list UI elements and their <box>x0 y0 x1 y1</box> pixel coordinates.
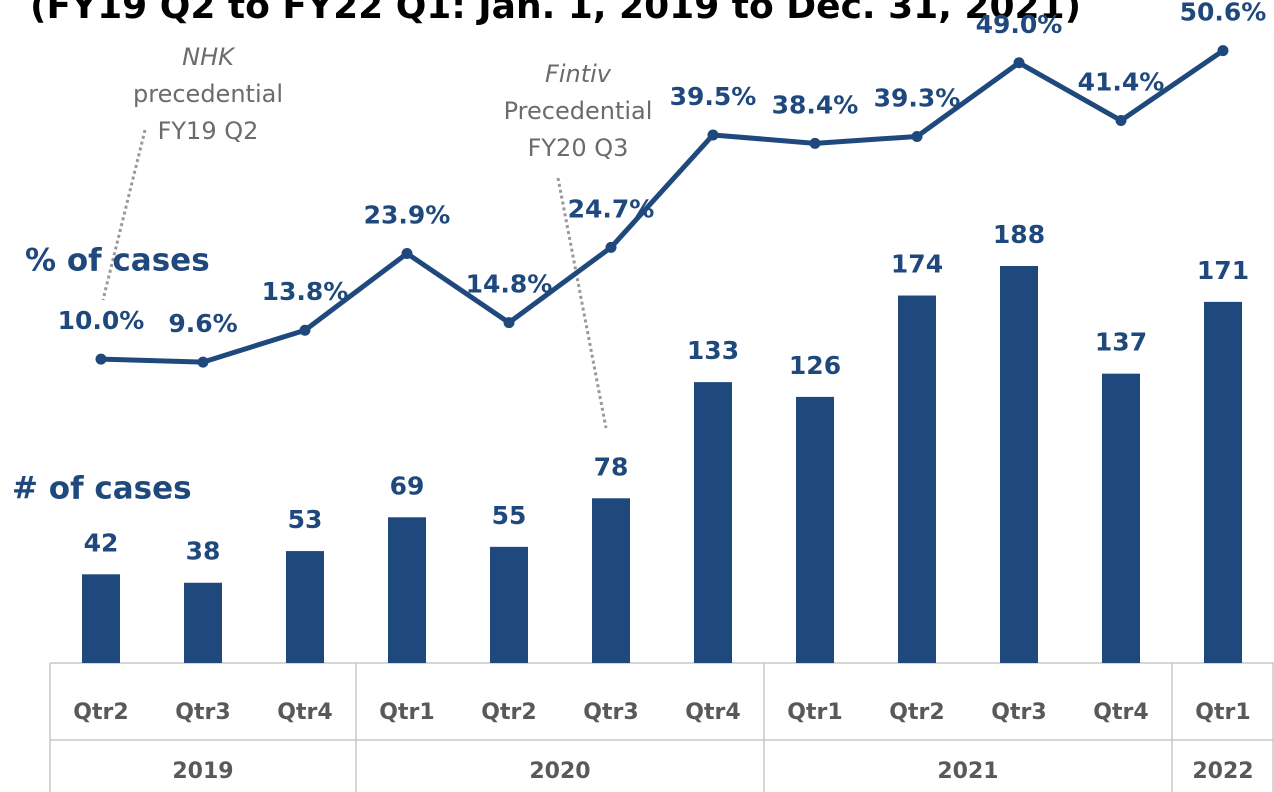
annotation: FY19 Q2 <box>158 117 259 145</box>
line-point <box>503 317 515 329</box>
x-tick-label: Qtr3 <box>175 700 230 725</box>
annotation: Fintiv <box>545 60 612 88</box>
data-label: 53 <box>288 505 323 534</box>
line-point <box>911 130 923 142</box>
chart-title: (FY19 Q2 to FY22 Q1: Jan. 1, 2019 to Dec… <box>30 0 1081 27</box>
data-label: 188 <box>993 220 1045 249</box>
data-label: 78 <box>594 452 629 481</box>
line-point <box>809 137 821 149</box>
data-label: 9.6% <box>168 309 237 338</box>
series-label: # of cases <box>12 471 192 507</box>
data-label: 38 <box>186 537 221 566</box>
line-point <box>1013 57 1025 69</box>
series-label: % of cases <box>25 243 210 279</box>
data-label: 171 <box>1197 256 1249 285</box>
annotation: Precedential <box>504 97 653 125</box>
data-label: 24.7% <box>568 194 655 223</box>
x-tick-label: Qtr1 <box>1195 700 1250 725</box>
data-label: 174 <box>891 250 943 279</box>
bar <box>82 574 120 663</box>
data-label: 41.4% <box>1078 68 1165 97</box>
line-point <box>95 353 107 365</box>
bar <box>796 396 834 663</box>
data-label: 39.3% <box>874 83 961 112</box>
data-label: 137 <box>1095 328 1147 357</box>
bar <box>490 546 528 663</box>
bar <box>694 382 732 663</box>
x-tick-label: Qtr3 <box>991 700 1046 725</box>
annotation-leader <box>556 177 608 429</box>
bar <box>1204 301 1242 663</box>
line-point <box>707 129 719 141</box>
annotation: precedential <box>133 80 283 108</box>
data-label: 14.8% <box>466 270 553 299</box>
x-group-label: 2021 <box>937 759 998 784</box>
bar <box>1102 373 1140 663</box>
line-point <box>1217 45 1229 57</box>
data-label: 50.6% <box>1180 0 1267 27</box>
x-tick-label: Qtr4 <box>1093 700 1148 725</box>
data-label: 133 <box>687 336 739 365</box>
bar <box>898 295 936 663</box>
x-tick-label: Qtr2 <box>73 700 128 725</box>
data-label: 10.0% <box>58 306 145 335</box>
x-tick-label: Qtr4 <box>277 700 332 725</box>
bar <box>592 498 630 663</box>
x-group-label: 2019 <box>172 759 233 784</box>
x-tick-label: Qtr1 <box>787 700 842 725</box>
annotation: FY20 Q3 <box>528 134 629 162</box>
data-label: 23.9% <box>364 200 451 229</box>
line-point <box>605 241 617 253</box>
data-label: 55 <box>492 501 527 530</box>
annotation: NHK <box>182 43 236 71</box>
line-point <box>1115 115 1127 127</box>
x-group-label: 2020 <box>529 759 590 784</box>
x-tick-label: Qtr2 <box>889 700 944 725</box>
x-tick-label: Qtr3 <box>583 700 638 725</box>
x-tick-label: Qtr4 <box>685 700 740 725</box>
x-group-label: 2022 <box>1192 759 1253 784</box>
data-label: 38.4% <box>772 90 859 119</box>
line-point <box>401 247 413 259</box>
line-point <box>299 324 311 336</box>
line-point <box>197 356 209 368</box>
data-label: 126 <box>789 351 841 380</box>
x-tick-label: Qtr2 <box>481 700 536 725</box>
data-label: 13.8% <box>262 277 349 306</box>
data-label: 39.5% <box>670 82 757 111</box>
data-label: 49.0% <box>976 10 1063 39</box>
annotation-leader <box>101 129 147 301</box>
x-tick-label: Qtr1 <box>379 700 434 725</box>
data-label: 42 <box>84 528 119 557</box>
bar <box>286 551 324 663</box>
bar <box>1000 265 1038 663</box>
data-label: 69 <box>390 471 425 500</box>
line <box>100 48 1225 365</box>
bar <box>184 582 222 663</box>
bar <box>388 517 426 663</box>
